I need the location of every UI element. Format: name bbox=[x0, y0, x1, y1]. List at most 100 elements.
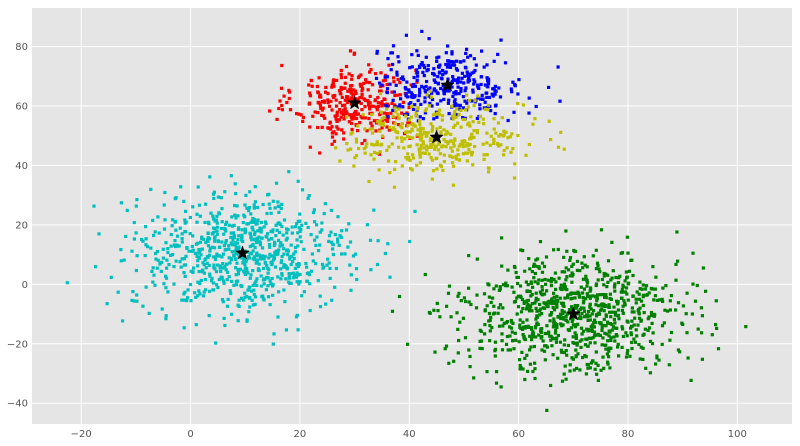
data-point bbox=[234, 257, 238, 261]
data-point bbox=[464, 299, 468, 304]
data-point bbox=[564, 314, 568, 318]
data-point bbox=[371, 104, 375, 108]
data-point bbox=[604, 296, 608, 300]
data-point bbox=[552, 325, 556, 329]
data-point bbox=[442, 153, 446, 157]
data-point bbox=[291, 276, 295, 280]
data-point bbox=[271, 199, 275, 203]
data-point bbox=[362, 81, 366, 85]
data-point bbox=[409, 115, 414, 119]
data-point bbox=[196, 241, 200, 245]
data-point bbox=[221, 262, 225, 266]
data-point bbox=[625, 275, 629, 279]
data-point bbox=[521, 333, 525, 337]
data-point bbox=[363, 116, 367, 120]
data-point bbox=[237, 234, 241, 238]
data-point bbox=[382, 115, 386, 119]
data-point bbox=[521, 103, 525, 107]
data-point bbox=[343, 81, 347, 85]
data-point bbox=[415, 68, 419, 72]
data-point bbox=[590, 327, 594, 332]
data-point bbox=[347, 222, 351, 226]
data-point bbox=[479, 329, 483, 334]
data-point bbox=[257, 262, 261, 266]
data-point bbox=[429, 95, 433, 99]
data-point bbox=[249, 212, 253, 216]
data-point bbox=[426, 145, 431, 149]
data-point bbox=[475, 257, 479, 261]
data-point bbox=[244, 193, 248, 197]
data-point bbox=[621, 290, 625, 294]
data-point bbox=[565, 249, 569, 253]
data-point bbox=[637, 297, 641, 301]
data-point bbox=[334, 104, 339, 108]
data-point bbox=[187, 249, 191, 253]
data-point bbox=[518, 358, 522, 362]
data-point bbox=[464, 151, 468, 155]
data-point bbox=[488, 324, 492, 328]
data-point bbox=[308, 308, 312, 313]
data-point bbox=[250, 289, 254, 293]
data-point bbox=[595, 297, 599, 301]
data-point bbox=[570, 274, 574, 278]
data-point bbox=[368, 111, 372, 115]
data-point bbox=[227, 247, 231, 251]
data-point bbox=[531, 330, 535, 334]
data-point bbox=[475, 131, 479, 135]
data-point bbox=[144, 237, 148, 241]
data-point bbox=[164, 276, 169, 280]
data-point bbox=[586, 366, 590, 370]
data-point bbox=[541, 306, 545, 310]
data-point bbox=[188, 232, 192, 236]
data-point bbox=[653, 313, 657, 317]
data-point bbox=[285, 231, 289, 235]
data-point bbox=[167, 263, 171, 267]
data-point bbox=[562, 285, 566, 289]
data-point bbox=[277, 290, 281, 294]
data-point bbox=[251, 216, 255, 221]
data-point bbox=[370, 124, 374, 128]
data-point bbox=[396, 77, 400, 82]
data-point bbox=[579, 285, 583, 289]
data-point bbox=[631, 294, 635, 298]
data-point bbox=[500, 348, 505, 352]
data-point bbox=[253, 302, 257, 306]
data-point bbox=[212, 263, 216, 267]
data-point bbox=[318, 95, 322, 99]
data-point bbox=[346, 148, 350, 152]
cluster-4 bbox=[390, 228, 748, 412]
data-point bbox=[295, 238, 299, 242]
data-point bbox=[331, 242, 335, 246]
data-point bbox=[599, 228, 604, 232]
data-point bbox=[606, 362, 610, 366]
data-point bbox=[252, 220, 256, 224]
data-point bbox=[287, 88, 291, 92]
data-point bbox=[307, 83, 311, 87]
data-point bbox=[410, 168, 414, 172]
data-point bbox=[676, 348, 680, 352]
data-point bbox=[172, 243, 177, 247]
data-point bbox=[418, 65, 422, 70]
data-point bbox=[150, 269, 154, 273]
data-point bbox=[264, 288, 268, 292]
data-point bbox=[328, 120, 332, 124]
data-point bbox=[235, 283, 239, 287]
data-point bbox=[399, 77, 403, 81]
data-point bbox=[466, 143, 470, 148]
data-point bbox=[556, 314, 560, 319]
data-point bbox=[397, 145, 401, 149]
data-point bbox=[563, 287, 567, 291]
data-point bbox=[343, 109, 347, 113]
data-point bbox=[228, 289, 232, 293]
data-point bbox=[395, 136, 399, 140]
data-point bbox=[655, 298, 659, 302]
data-point bbox=[376, 101, 380, 105]
data-point bbox=[432, 308, 436, 312]
data-point bbox=[467, 286, 471, 290]
data-point bbox=[410, 65, 414, 69]
data-point bbox=[456, 351, 460, 355]
data-point bbox=[519, 248, 523, 252]
data-point bbox=[584, 274, 588, 278]
data-point bbox=[239, 256, 243, 260]
data-point bbox=[271, 282, 275, 287]
